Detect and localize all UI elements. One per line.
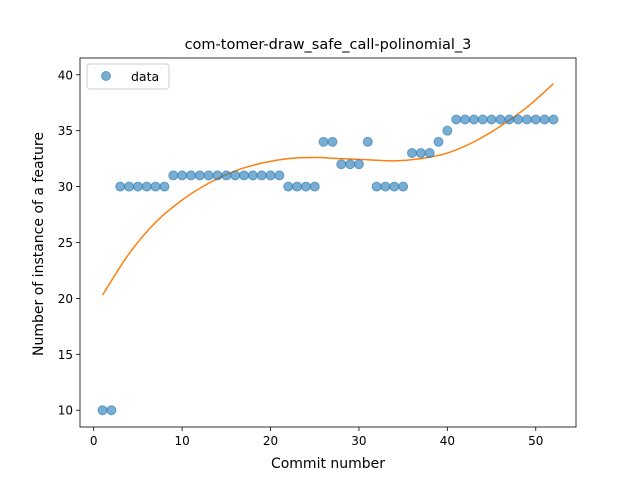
y-tick-label: 30	[58, 180, 73, 194]
x-tick-label: 0	[90, 434, 98, 448]
data-point	[230, 170, 241, 181]
data-point	[327, 136, 338, 147]
data-point	[415, 148, 426, 159]
x-tick-label: 30	[351, 434, 366, 448]
data-point	[530, 114, 541, 125]
y-tick-label: 10	[58, 404, 73, 418]
data-point	[212, 170, 223, 181]
data-point	[345, 159, 356, 170]
legend-marker	[101, 71, 111, 81]
data-point	[265, 170, 276, 181]
data-point	[442, 125, 453, 136]
data-point	[353, 159, 364, 170]
data-point	[256, 170, 267, 181]
data-point	[468, 114, 479, 125]
data-point	[124, 181, 135, 192]
data-point	[274, 170, 285, 181]
data-point	[300, 181, 311, 192]
data-point	[97, 405, 108, 416]
legend-box	[86, 63, 170, 90]
data-point	[132, 181, 143, 192]
chart-title: com-tomer-draw_safe_call-polinomial_3	[185, 37, 472, 53]
data-point	[477, 114, 488, 125]
data-point	[548, 114, 559, 125]
y-tick-label: 20	[58, 292, 73, 306]
y-tick-label: 40	[58, 68, 73, 82]
data-point	[177, 170, 188, 181]
data-point	[433, 136, 444, 147]
data-point	[292, 181, 303, 192]
data-point	[141, 181, 152, 192]
data-point	[406, 148, 417, 159]
data-point	[362, 136, 373, 147]
y-tick-label: 35	[58, 124, 73, 138]
data-point	[115, 181, 126, 192]
data-point	[185, 170, 196, 181]
data-point	[221, 170, 232, 181]
data-point	[389, 181, 400, 192]
y-axis-title: Number of instance of a feature	[31, 132, 47, 356]
data-point	[203, 170, 214, 181]
y-tick-label: 25	[58, 236, 73, 250]
data-point	[106, 405, 117, 416]
data-point	[336, 159, 347, 170]
data-point	[309, 181, 320, 192]
data-point	[150, 181, 161, 192]
data-point	[513, 114, 524, 125]
y-tick-label: 15	[58, 348, 73, 362]
data-point	[247, 170, 258, 181]
data-point	[380, 181, 391, 192]
legend: data	[86, 63, 170, 90]
x-tick-label: 20	[263, 434, 278, 448]
data-point	[168, 170, 179, 181]
data-point	[460, 114, 471, 125]
data-point	[486, 114, 497, 125]
x-tick-label: 10	[174, 434, 189, 448]
data-point	[318, 136, 329, 147]
data-point	[495, 114, 506, 125]
data-point	[283, 181, 294, 192]
data-point	[504, 114, 515, 125]
data-point	[451, 114, 462, 125]
data-point	[521, 114, 532, 125]
data-point	[239, 170, 250, 181]
legend-label-data: data	[131, 69, 159, 84]
plot-area: 0 10 20 30 40 50 10 15 20 25 30 35 40	[58, 57, 577, 448]
data-point	[159, 181, 170, 192]
x-tick-label: 40	[440, 434, 455, 448]
data-point	[371, 181, 382, 192]
data-point	[398, 181, 409, 192]
fit-line	[101, 83, 554, 296]
data-point	[194, 170, 205, 181]
x-axis-title: Commit number	[271, 456, 385, 472]
data-point	[424, 148, 435, 159]
data-point	[539, 114, 550, 125]
x-tick-label: 50	[528, 434, 543, 448]
